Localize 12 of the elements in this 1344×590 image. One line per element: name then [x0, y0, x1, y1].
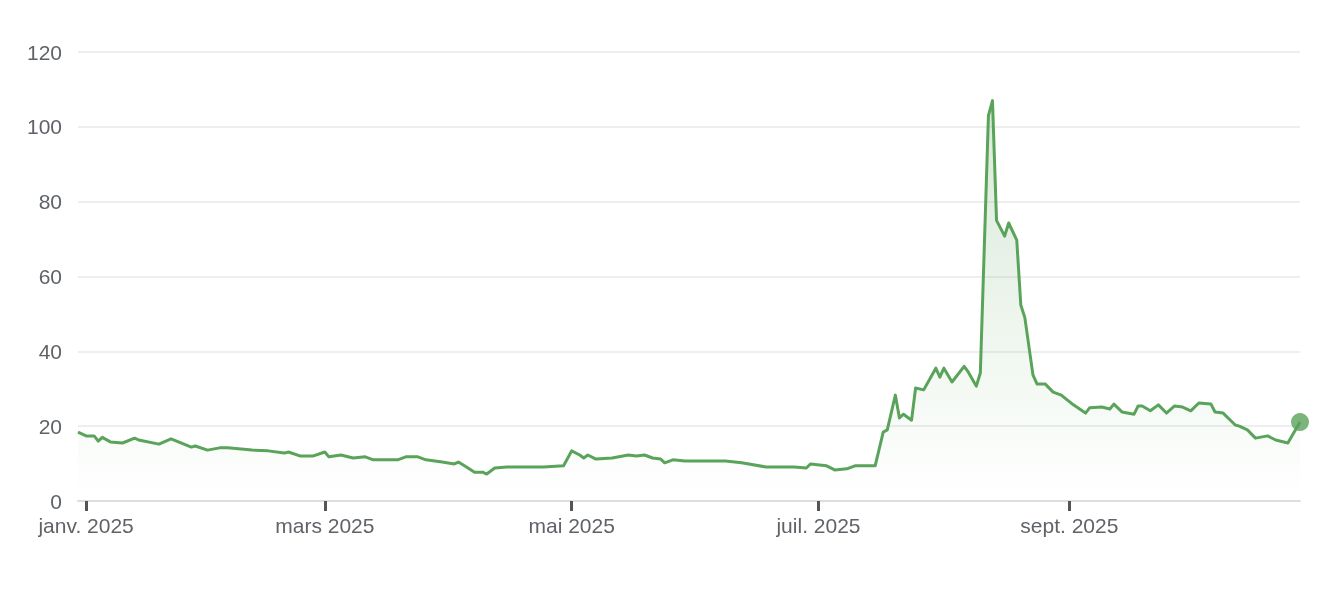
x-tick-label: juil. 2025 [775, 514, 861, 537]
y-tick-label: 40 [38, 339, 62, 363]
x-tick-label: mars 2025 [275, 514, 375, 537]
x-tick-label: janv. 2025 [37, 514, 134, 537]
y-tick-label: 120 [26, 40, 62, 64]
y-tick-label: 20 [38, 414, 62, 438]
x-tick-label: sept. 2025 [1020, 514, 1119, 537]
x-tick-label: mai 2025 [528, 514, 615, 537]
y-tick-label: 100 [26, 115, 62, 139]
y-tick-label: 60 [38, 265, 62, 288]
y-tick-label: 80 [38, 190, 62, 214]
y-tick-label: 0 [50, 489, 62, 513]
